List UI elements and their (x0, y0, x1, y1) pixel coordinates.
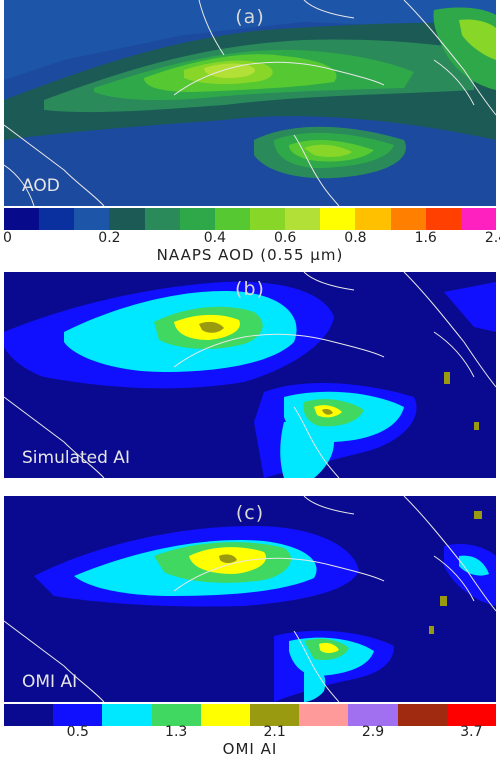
colorbar-tick-label: 2.4 (484, 230, 500, 246)
colorbar-tick-label: 0.2 (98, 230, 121, 246)
colorbar-segment (320, 208, 356, 230)
colorbar-segment (4, 704, 54, 726)
colorbar-segment (179, 208, 215, 230)
colorbar-segment (250, 704, 300, 726)
colorbar-segment (53, 704, 103, 726)
colorbar-segment (249, 208, 286, 230)
colorbar-segment (390, 208, 426, 230)
colorbar-tick-label: 0 (3, 230, 12, 246)
omi-ai-map-graphic (4, 496, 496, 702)
colorbar-tick-label: 0.8 (344, 230, 367, 246)
colorbar-tick-label: 2.1 (263, 724, 286, 740)
panel-c-tag: OMI AI (22, 672, 78, 692)
colorbar-segment (151, 704, 201, 726)
colorbar-segment (460, 208, 496, 230)
colorbar-segment (397, 704, 447, 726)
ai-colorbar (4, 704, 497, 726)
colorbar-segment (355, 208, 391, 230)
panel-a-aod-map: (a) AOD (4, 0, 496, 206)
aod-map-graphic (4, 0, 496, 206)
colorbar-tick-label: 3.7 (460, 724, 483, 740)
colorbar-segment (299, 704, 349, 726)
panel-c-label: (c) (235, 502, 265, 524)
colorbar-segment (4, 208, 40, 230)
panel-b-tag: Simulated AI (22, 448, 130, 468)
colorbar-segment (214, 208, 250, 230)
panel-b-label: (b) (235, 278, 265, 300)
panel-a-tag: AOD (22, 176, 60, 196)
aod-colorbar-ticks: 0 0.2 0.4 0.6 0.8 1.6 2.4 (3, 230, 500, 250)
panel-b-simulated-ai-map: (b) Simulated AI (4, 272, 496, 478)
colorbar-segment (144, 208, 180, 230)
colorbar-tick-label: 2.9 (361, 724, 385, 740)
ai-colorbar-ticks: 0.5 1.3 2.1 2.9 3.7 (4, 724, 496, 744)
colorbar-segment (39, 208, 75, 230)
colorbar-tick-label: 0.4 (203, 230, 226, 246)
colorbar-tick-label: 0.6 (274, 230, 297, 246)
colorbar-segment (285, 208, 321, 230)
colorbar-tick-label: 1.3 (165, 724, 188, 740)
colorbar-segment (348, 704, 398, 726)
colorbar-tick-label: 0.5 (66, 724, 89, 740)
simulated-ai-map-graphic (4, 272, 496, 478)
colorbar-segment (74, 208, 110, 230)
colorbar-tick-label: 1.6 (414, 230, 437, 246)
aod-colorbar (4, 208, 496, 230)
aod-colorbar-title: NAAPS AOD (0.55 μm) (156, 246, 344, 264)
colorbar-segment (200, 704, 251, 726)
colorbar-segment (446, 704, 497, 726)
ai-colorbar-title: OMI AI (222, 740, 278, 758)
panel-a-label: (a) (235, 6, 265, 28)
colorbar-segment (109, 208, 145, 230)
colorbar-segment (425, 208, 461, 230)
panel-c-omi-ai-map: (c) OMI AI (4, 496, 496, 702)
colorbar-segment (102, 704, 152, 726)
